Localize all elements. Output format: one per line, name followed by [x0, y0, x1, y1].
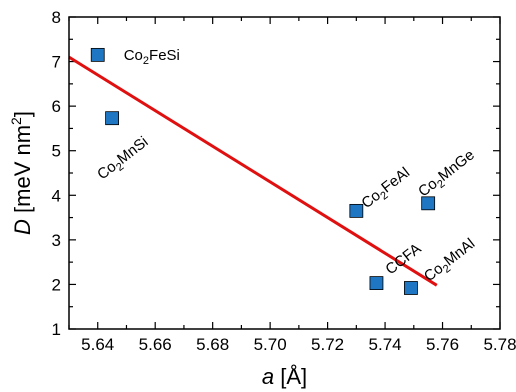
data-point-marker — [369, 276, 384, 290]
data-point-marker — [421, 196, 436, 211]
x-tick-label: 5.66 — [139, 335, 172, 354]
y-tick-label: 1 — [52, 320, 61, 339]
x-tick-label: 5.72 — [311, 335, 344, 354]
data-point-label: Co2FeSi — [124, 47, 180, 67]
data-point-label: Co2MnGe — [415, 146, 479, 202]
data-point-marker — [349, 203, 364, 218]
x-tick-label: 5.70 — [254, 335, 287, 354]
data-point-label: Co2MnAl — [421, 235, 480, 287]
data-point-label: Co2MnSi — [94, 133, 153, 185]
data-point-marker — [404, 281, 418, 295]
y-tick-label: 3 — [52, 231, 61, 250]
x-tick-label: 5.76 — [426, 335, 459, 354]
y-tick-label: 8 — [52, 8, 61, 27]
x-axis-label: a [Å] — [262, 364, 307, 389]
plot-frame — [68, 16, 501, 330]
x-tick-label: 5.64 — [81, 335, 114, 354]
y-axis-label: D [meV nm2] — [8, 111, 35, 235]
data-points — [90, 47, 436, 295]
data-point-marker — [90, 47, 105, 62]
y-tick-label: 4 — [52, 186, 61, 205]
data-point-marker — [105, 111, 119, 126]
x-tick-label: 5.74 — [369, 335, 402, 354]
fit-line — [68, 55, 438, 287]
x-tick-label: 5.78 — [483, 335, 516, 354]
data-point-label: Co2FeAl — [358, 164, 415, 214]
tick-labels: 5.64 5.66 5.68 5.70 5.72 5.74 5.76 5.78 1 2 3 4 5 6 7 8 — [52, 8, 516, 354]
y-tick-label: 6 — [52, 97, 61, 116]
x-tick-label: 5.68 — [196, 335, 229, 354]
y-tick-label: 2 — [52, 275, 61, 294]
y-tick-label: 7 — [52, 53, 61, 72]
y-tick-label: 5 — [52, 142, 61, 161]
